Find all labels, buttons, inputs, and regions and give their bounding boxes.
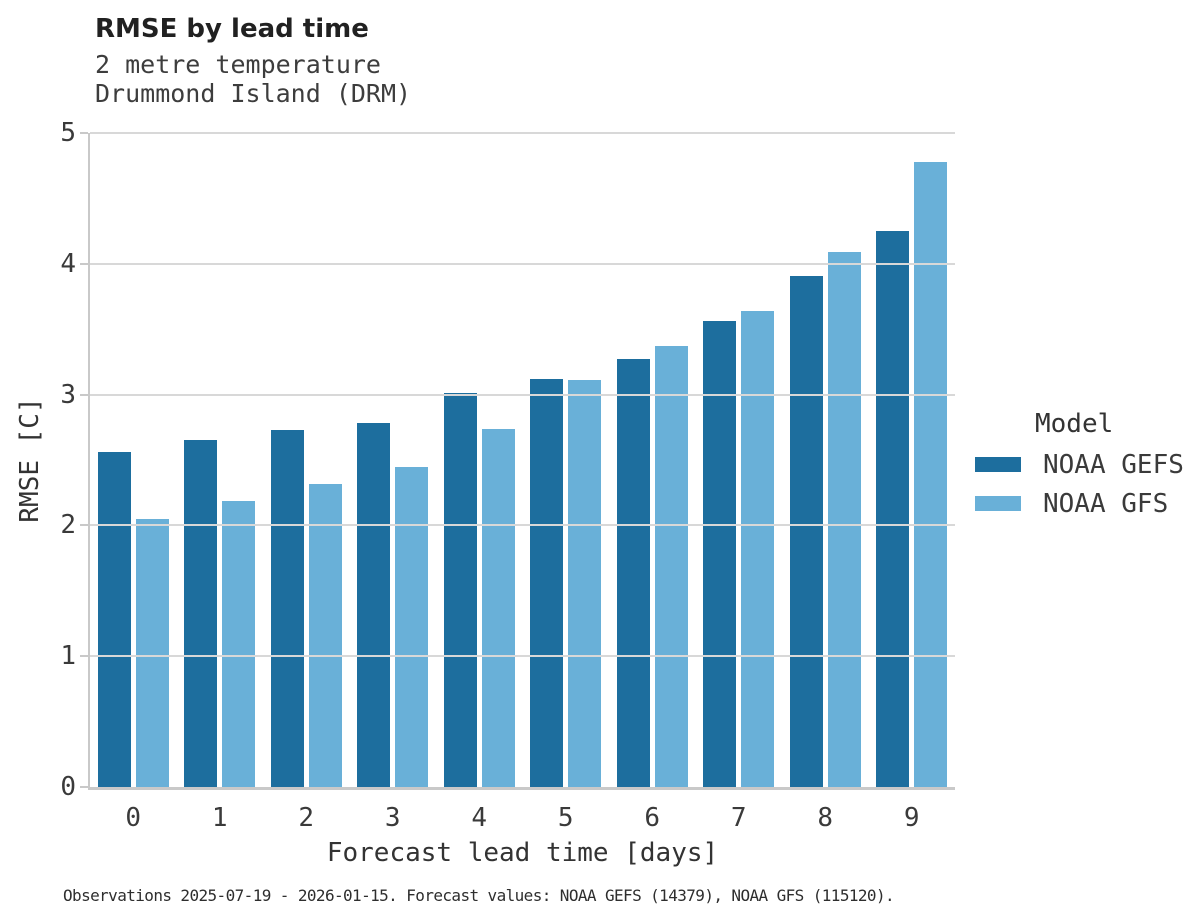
gridline-y-5: [90, 132, 955, 134]
x-axis-tick-labels: 0 1 2 3 4 5 6 7 8 9: [90, 805, 955, 835]
legend-swatch-noaa-gefs: [975, 457, 1021, 473]
bar-group-lead-1: [177, 133, 264, 787]
bar-noaa-gfs-lead-1: [222, 500, 256, 787]
bar-noaa-gefs-lead-1: [184, 440, 218, 787]
y-tick-label-2: 2: [60, 510, 76, 541]
bar-noaa-gfs-lead-4: [481, 428, 515, 787]
bar-group-lead-9: [869, 133, 956, 787]
chart-subtitle-variable: 2 metre temperature: [95, 50, 381, 79]
x-tick-label-4: 4: [471, 803, 488, 833]
legend-row-noaa-gefs: NOAA GEFS: [975, 452, 1184, 478]
bar-noaa-gfs-lead-5: [568, 380, 602, 787]
bar-noaa-gefs-lead-9: [876, 231, 910, 787]
chart-title: RMSE by lead time: [95, 14, 369, 44]
bar-noaa-gfs-lead-0: [135, 518, 169, 787]
x-tick-label-1: 1: [211, 803, 228, 833]
y-tick-0: [80, 786, 88, 788]
legend-label-noaa-gfs: NOAA GFS: [1043, 488, 1169, 519]
y-tick-label-0: 0: [60, 772, 76, 802]
bar-noaa-gfs-lead-6: [654, 346, 688, 787]
bar-group-lead-5: [523, 133, 610, 787]
footnote-caption: Observations 2025-07-19 - 2026-01-15. Fo…: [63, 886, 895, 905]
y-tick-label-4: 4: [60, 248, 76, 279]
bar-noaa-gefs-lead-2: [270, 429, 304, 787]
plot-area: [80, 132, 955, 790]
bar-group-lead-4: [436, 133, 523, 787]
bar-noaa-gefs-lead-3: [357, 423, 391, 787]
x-tick-label-5: 5: [557, 803, 574, 833]
bar-noaa-gefs-lead-7: [703, 321, 737, 787]
legend: Model NOAA GEFS NOAA GFS: [975, 410, 1184, 517]
x-tick-label-0: 0: [125, 803, 142, 833]
bar-noaa-gfs-lead-9: [914, 161, 948, 787]
bar-noaa-gfs-lead-3: [395, 466, 429, 787]
y-tick-5: [80, 132, 88, 134]
bar-noaa-gefs-lead-5: [530, 378, 564, 787]
gridline-y-1: [90, 655, 955, 658]
legend-title: Model: [1035, 409, 1114, 439]
bar-noaa-gefs-lead-8: [789, 275, 823, 787]
x-tick-label-2: 2: [298, 803, 315, 833]
chart-subtitle-station: Drummond Island (DRM): [95, 79, 412, 108]
x-axis-label: Forecast lead time [days]: [326, 838, 719, 868]
bar-noaa-gefs-lead-6: [616, 359, 650, 787]
y-tick-2: [80, 524, 88, 527]
y-tick-4: [80, 262, 88, 265]
x-tick-label-8: 8: [817, 803, 834, 833]
gridline-y-3: [90, 393, 955, 396]
bars-layer: [90, 133, 955, 787]
bar-noaa-gefs-lead-4: [443, 393, 477, 787]
bar-group-lead-2: [263, 133, 350, 787]
gridline-y-2: [90, 524, 955, 527]
legend-label-noaa-gefs: NOAA GEFS: [1043, 449, 1184, 480]
x-tick-label-9: 9: [903, 803, 920, 833]
bar-group-lead-3: [350, 133, 437, 787]
bar-group-lead-6: [609, 133, 696, 787]
bar-noaa-gfs-lead-7: [741, 310, 775, 787]
gridline-y-4: [90, 262, 955, 265]
y-tick-3: [80, 393, 88, 396]
bar-group-lead-7: [696, 133, 783, 787]
bar-noaa-gfs-lead-2: [308, 483, 342, 787]
x-tick-label-3: 3: [384, 803, 401, 833]
bar-noaa-gfs-lead-8: [827, 252, 861, 787]
x-tick-label-6: 6: [644, 803, 661, 833]
bar-group-lead-8: [782, 133, 869, 787]
legend-swatch-noaa-gfs: [975, 496, 1021, 512]
bar-group-lead-0: [90, 133, 177, 787]
bar-noaa-gefs-lead-0: [97, 452, 131, 787]
y-tick-label-1: 1: [60, 641, 76, 672]
y-tick-1: [80, 655, 88, 658]
x-tick-label-7: 7: [730, 803, 747, 833]
y-tick-label-5: 5: [60, 118, 76, 148]
y-tick-label-3: 3: [60, 379, 76, 410]
legend-row-noaa-gfs: NOAA GFS: [975, 491, 1184, 517]
legend-rows: NOAA GEFS NOAA GFS: [975, 452, 1184, 517]
y-axis-tick-labels: 0 1 2 3 4 5: [36, 120, 76, 800]
